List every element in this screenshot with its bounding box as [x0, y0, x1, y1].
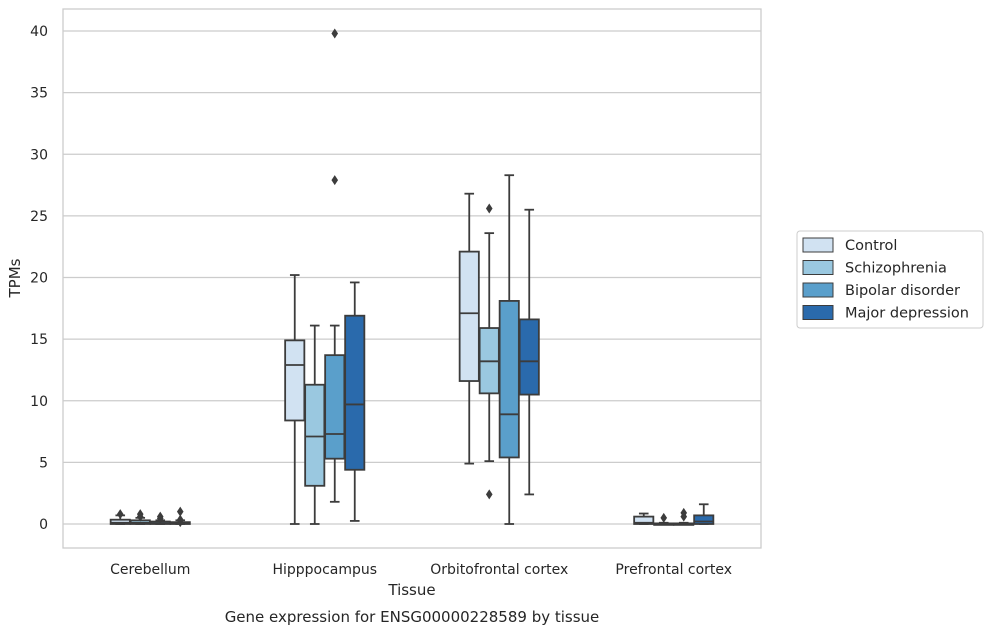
y-tick-label: 15: [30, 332, 48, 348]
outlier-point: [331, 175, 339, 186]
box-schizophrenia-hipppocampus: [304, 324, 326, 525]
legend-swatch: [802, 260, 834, 275]
y-tick-label: 20: [30, 271, 48, 287]
box-major-depression-cerebellum: [169, 506, 191, 528]
legend-label: Control: [845, 238, 897, 254]
chart-caption: Gene expression for ENSG00000228589 by t…: [225, 608, 600, 626]
y-tick-label: 30: [30, 147, 48, 163]
x-tick-label: Hipppocampus: [272, 562, 377, 578]
gridlines: [63, 30, 761, 525]
box-iqr: [344, 314, 366, 471]
box-major-depression-hipppocampus: [344, 281, 366, 522]
box-bipolar-disorder-hipppocampus: [324, 28, 346, 503]
x-tick-label: Prefrontal cortex: [615, 562, 732, 578]
outlier-point: [156, 513, 164, 524]
box-bipolar-disorder-cerebellum: [149, 511, 171, 525]
legend-label: Major depression: [845, 306, 969, 322]
box-iqr: [324, 354, 346, 460]
box-iqr: [304, 383, 326, 487]
legend: Control Schizophrenia Bipolar disorder Majo…: [796, 230, 984, 329]
box-schizophrenia-cerebellum: [129, 509, 151, 525]
outlier-point: [331, 28, 339, 39]
box-plots: [109, 28, 715, 528]
legend-swatch: [802, 282, 834, 298]
legend-item: Bipolar disorder: [802, 282, 960, 299]
y-axis-ticks: 0 5 10 15 20 25 30 35 40: [30, 24, 48, 533]
box-iqr: [458, 250, 480, 382]
outlier-point: [660, 512, 668, 523]
box-iqr: [633, 515, 655, 525]
y-tick-label: 10: [30, 394, 48, 410]
outlier-point: [176, 506, 184, 517]
x-axis-label: Tissue: [387, 581, 435, 599]
box-bipolar-disorder-orbitofrontal-cortex: [498, 174, 520, 525]
box-major-depression-orbitofrontal-cortex: [518, 208, 540, 496]
y-tick-label: 40: [30, 24, 48, 40]
outlier-point: [680, 511, 688, 522]
legend-item: Schizophrenia: [802, 260, 947, 277]
y-tick-label: 5: [39, 455, 48, 471]
y-tick-label: 0: [39, 517, 48, 533]
plot-frame: [62, 8, 762, 549]
box-iqr: [693, 514, 715, 525]
box-iqr: [284, 339, 306, 422]
legend-item: Major depression: [802, 305, 969, 322]
x-axis-ticks: Cerebellum Hipppocampus Orbitofrontal cort…: [110, 562, 732, 578]
outlier-point: [116, 509, 124, 520]
box-bipolar-disorder-prefrontal-cortex: [673, 507, 695, 526]
box-major-depression-prefrontal-cortex: [693, 503, 715, 525]
y-tick-label: 25: [30, 209, 48, 225]
box-schizophrenia-orbitofrontal-cortex: [478, 203, 500, 500]
box-control-orbitofrontal-cortex: [458, 192, 480, 465]
outlier-point: [485, 203, 493, 214]
box-iqr: [518, 318, 540, 396]
legend-label: Schizophrenia: [845, 261, 947, 277]
legend-item: Control: [802, 237, 897, 254]
box-control-hipppocampus: [284, 274, 306, 525]
box-control-cerebellum: [109, 509, 131, 525]
legend-swatch: [802, 237, 834, 253]
y-tick-label: 35: [30, 86, 48, 102]
legend-swatch: [802, 305, 834, 320]
box-iqr: [498, 300, 520, 459]
x-tick-label: Cerebellum: [110, 562, 190, 578]
box-control-prefrontal-cortex: [633, 512, 655, 525]
outlier-point: [136, 511, 144, 522]
y-axis-label: TPMs: [6, 258, 24, 298]
x-tick-label: Orbitofrontal cortex: [430, 562, 568, 578]
outlier-point: [176, 517, 184, 528]
legend-label: Bipolar disorder: [845, 283, 960, 299]
box-schizophrenia-prefrontal-cortex: [653, 512, 675, 526]
outlier-point: [485, 489, 493, 500]
legend-frame: [796, 230, 984, 329]
